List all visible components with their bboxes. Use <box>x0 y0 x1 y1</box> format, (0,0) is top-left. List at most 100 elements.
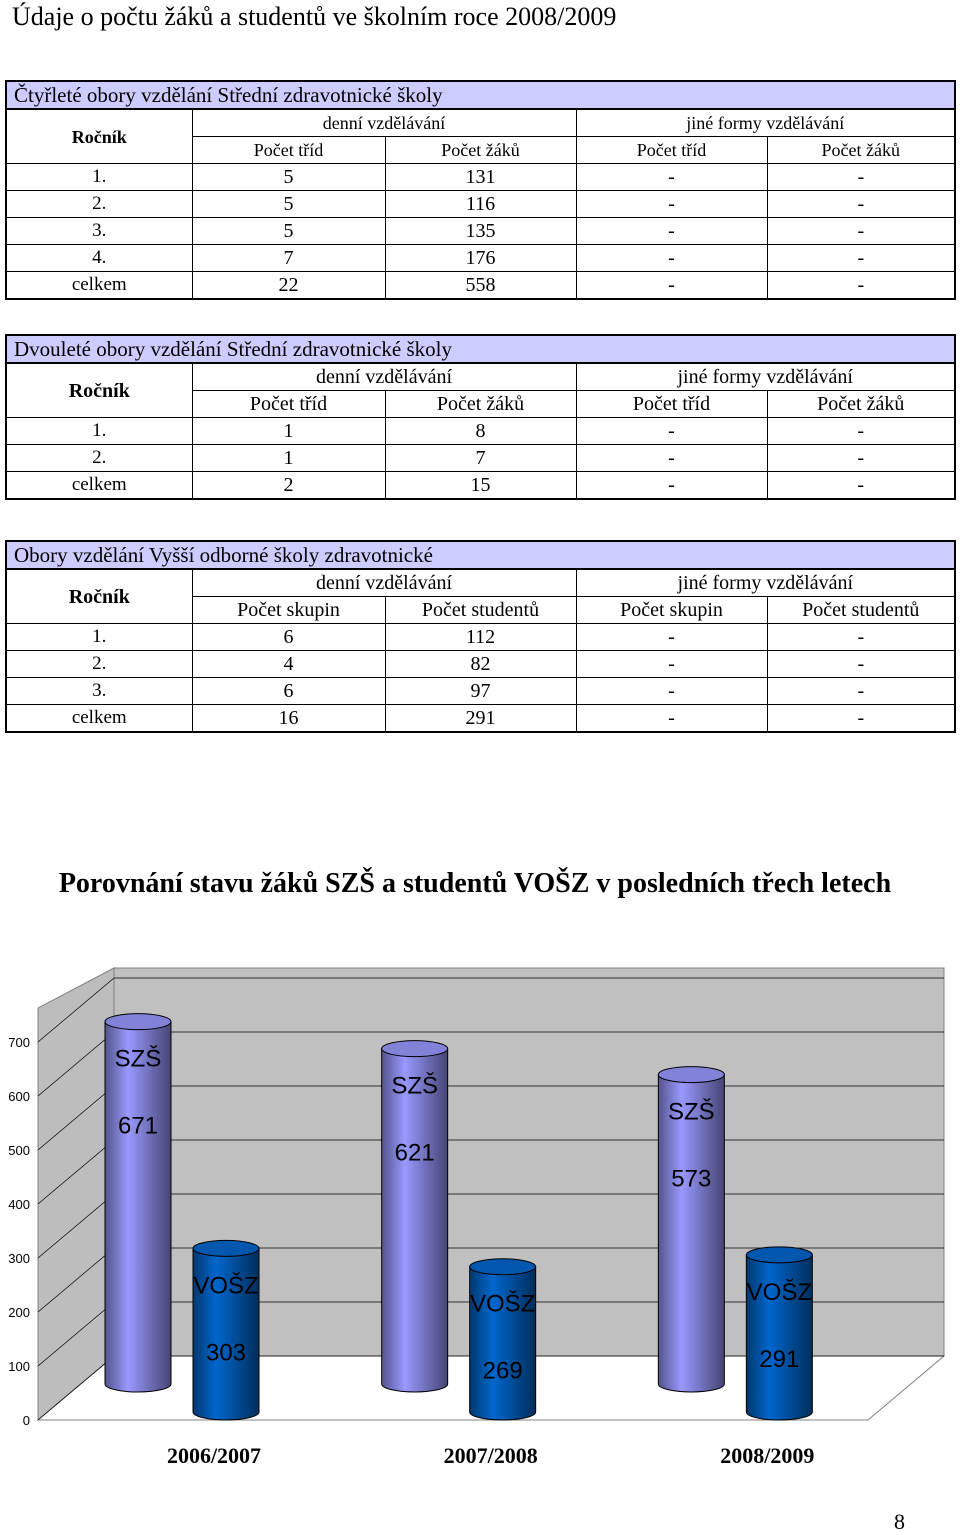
bar-series-label: VOŠZ <box>747 1278 812 1306</box>
x-tick-label: 2008/2009 <box>720 1443 814 1468</box>
table-cell: 291 <box>384 704 577 733</box>
data-label: 671 <box>118 1113 158 1140</box>
table-row: 1. 6 112 - - <box>5 623 956 651</box>
y-tick-label: 200 <box>8 1305 30 1320</box>
gridline-side <box>37 1085 115 1151</box>
sub-header: Počet studentů <box>384 596 577 624</box>
table-row: 2. 4 82 - - <box>5 650 956 678</box>
table-cell: - <box>575 271 768 300</box>
table-dvoulete-obory: Dvouleté obory vzdělání Střední zdravotn… <box>4 334 957 500</box>
table-cell: - <box>575 471 768 500</box>
y-tick-label: 500 <box>8 1143 30 1158</box>
table-cell: 2. <box>5 650 193 678</box>
group-header-denni: denní vzdělávání <box>191 362 577 391</box>
table-cell: 3. <box>5 217 193 245</box>
bar-chart: 0 100 200 300 400 500 600 700 SZŠ 671 VOŠZ 303 2006/… <box>8 967 946 1468</box>
table-cell: 5 <box>191 163 386 191</box>
table-cell: - <box>575 217 768 245</box>
sub-header: Počet žáků <box>384 136 577 164</box>
bar <box>381 1048 449 1393</box>
table-cell: celkem <box>5 271 193 300</box>
table-row: 4. 7 176 - - <box>5 244 956 272</box>
sub-header: Počet studentů <box>766 596 956 624</box>
bar <box>657 1074 725 1393</box>
bar <box>192 1247 260 1421</box>
bar <box>745 1254 813 1421</box>
table-cell: 1. <box>5 163 193 191</box>
table-cell: - <box>575 650 768 678</box>
table-cell: - <box>575 417 768 445</box>
table-cell: 176 <box>384 244 577 272</box>
data-label: 269 <box>483 1358 523 1385</box>
rocnik-header: Ročník <box>5 362 193 418</box>
gridline-side <box>37 1193 115 1259</box>
bar-top <box>469 1258 537 1276</box>
table-cell: 16 <box>191 704 386 733</box>
bar-series-label: SZŠ <box>668 1098 715 1126</box>
y-tick-label: 400 <box>8 1197 30 1212</box>
bar <box>104 1021 172 1393</box>
page-title: Údaje o počtu žáků a studentů ve školním… <box>12 2 617 31</box>
table-cell: 6 <box>191 623 386 651</box>
table-cell: - <box>766 163 956 191</box>
table-cell: 2. <box>5 190 193 218</box>
data-label: 621 <box>395 1140 435 1167</box>
table-cell: 3. <box>5 677 193 705</box>
data-label: 573 <box>671 1166 711 1193</box>
table-cell: - <box>575 444 768 472</box>
table-row: 3. 5 135 - - <box>5 217 956 245</box>
sub-header: Počet žáků <box>766 390 956 418</box>
data-label: 303 <box>206 1339 246 1366</box>
table-cell: 135 <box>384 217 577 245</box>
table-ctyrlete-obory: Čtyřleté obory vzdělání Střední zdravotn… <box>4 80 957 300</box>
sub-header: Počet tříd <box>191 390 386 418</box>
table-cell: - <box>766 244 956 272</box>
table-title: Čtyřleté obory vzdělání Střední zdravotn… <box>4 80 957 110</box>
table-row-total: celkem 16 291 - - <box>5 704 956 733</box>
table-cell: - <box>766 650 956 678</box>
table-cell: 131 <box>384 163 577 191</box>
table-cell: 1. <box>5 623 193 651</box>
table-cell: 116 <box>384 190 577 218</box>
rocnik-header: Ročník <box>5 568 193 624</box>
table-cell: - <box>766 417 956 445</box>
table-cell: 4. <box>5 244 193 272</box>
bar-series-label: SZŠ <box>391 1072 438 1100</box>
sub-header: Počet tříd <box>191 136 386 164</box>
group-header-jine: jiné formy vzdělávání <box>575 108 956 137</box>
data-label: 291 <box>759 1346 799 1373</box>
table-cell: - <box>766 217 956 245</box>
gridline-side <box>37 1139 115 1205</box>
table-cell: celkem <box>5 471 193 500</box>
bar-series-label: VOŠZ <box>193 1271 258 1299</box>
table-cell: - <box>766 271 956 300</box>
bar-top <box>745 1246 813 1264</box>
rocnik-header: Ročník <box>5 108 193 164</box>
table-cell: 7 <box>384 444 577 472</box>
table-cell: 2. <box>5 444 193 472</box>
group-header-denni: denní vzdělávání <box>191 108 577 137</box>
table-cell: - <box>766 677 956 705</box>
table-cell: 1. <box>5 417 193 445</box>
table-cell: 2 <box>191 471 386 500</box>
y-tick-label: 300 <box>8 1251 30 1266</box>
sub-header: Počet žáků <box>766 136 956 164</box>
table-row-total: celkem 2 15 - - <box>5 471 956 500</box>
group-header-denni: denní vzdělávání <box>191 568 577 597</box>
table-cell: 4 <box>191 650 386 678</box>
table-row: 1. 5 131 - - <box>5 163 956 191</box>
sub-header: Počet tříd <box>575 136 768 164</box>
bar <box>469 1266 537 1421</box>
table-cell: 15 <box>384 471 577 500</box>
page-number: 8 <box>894 1509 905 1534</box>
table-row: 2. 5 116 - - <box>5 190 956 218</box>
table-cell: 22 <box>191 271 386 300</box>
table-cell: - <box>575 190 768 218</box>
table-cell: - <box>766 471 956 500</box>
bar-series-label: SZŠ <box>115 1045 162 1073</box>
table-cell: - <box>575 677 768 705</box>
gridline-side <box>37 1247 115 1313</box>
table-cell: - <box>575 163 768 191</box>
chart-title: Porovnání stavu žáků SZŠ a studentů VOŠZ… <box>58 868 892 899</box>
table-cell: 112 <box>384 623 577 651</box>
